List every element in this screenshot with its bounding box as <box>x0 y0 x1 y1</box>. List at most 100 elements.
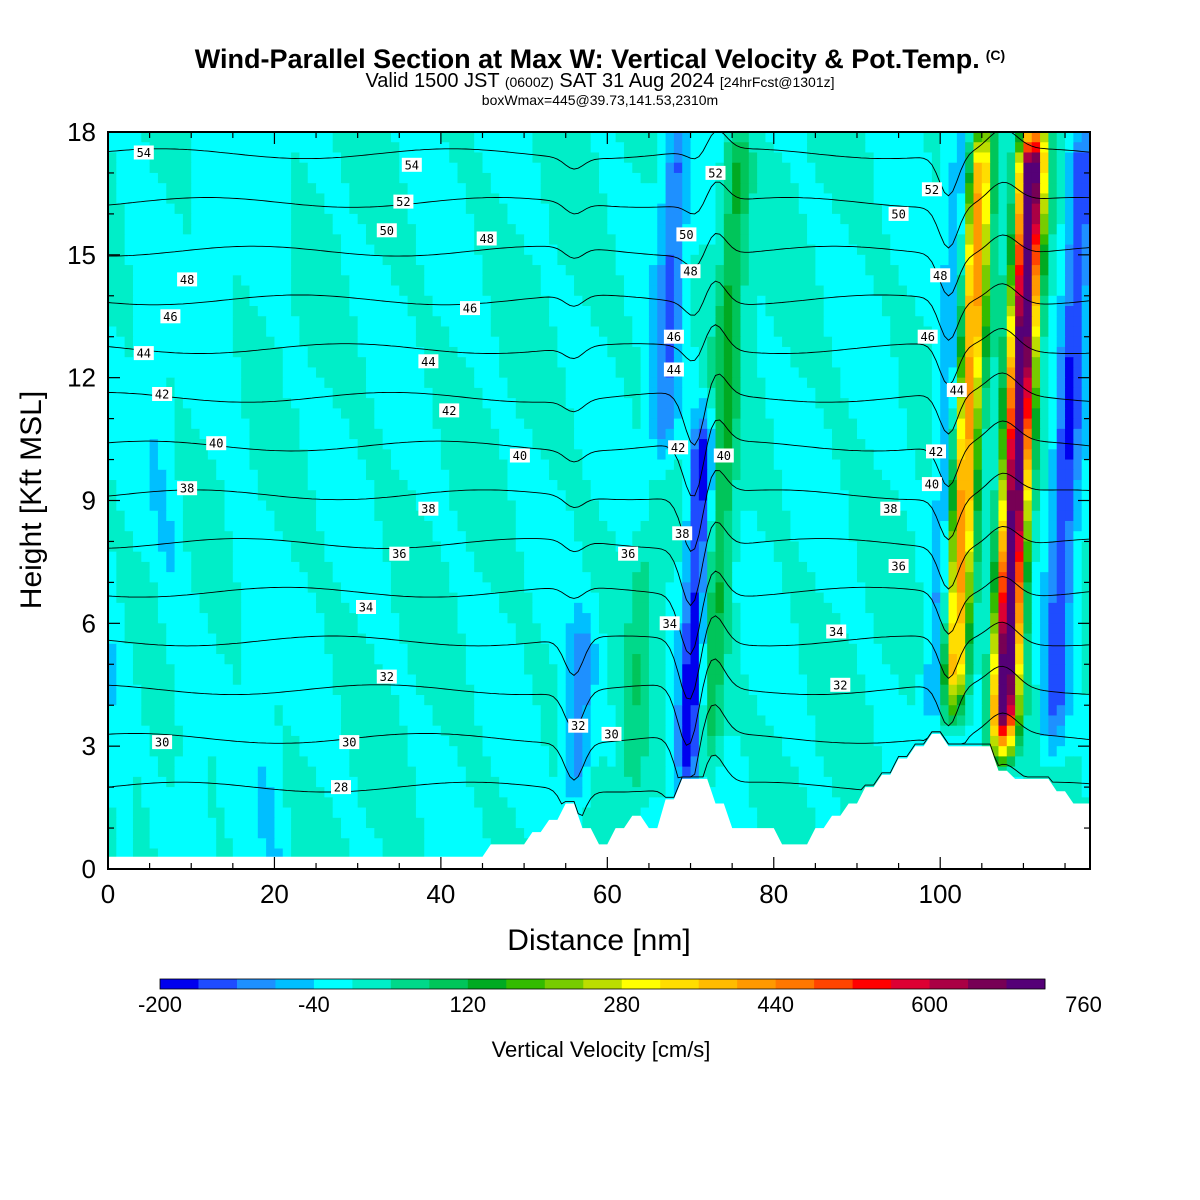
w-cell <box>232 234 242 246</box>
w-cell <box>399 408 409 420</box>
w-cell <box>940 234 950 246</box>
w-cell <box>990 346 1000 358</box>
w-cell <box>182 398 192 409</box>
w-cell <box>915 408 925 420</box>
w-cell <box>349 439 359 450</box>
w-cell <box>582 152 592 164</box>
w-cell <box>940 551 950 563</box>
w-cell <box>973 213 983 225</box>
w-cell <box>407 285 417 297</box>
w-cell <box>282 449 292 461</box>
w-cell <box>349 531 359 543</box>
w-cell <box>640 469 650 481</box>
w-cell <box>357 428 367 440</box>
w-cell <box>507 203 517 215</box>
w-cell <box>382 203 392 215</box>
w-cell <box>490 346 500 358</box>
w-cell <box>981 510 991 522</box>
w-cell <box>582 295 592 307</box>
w-cell <box>615 254 625 266</box>
w-cell <box>640 428 650 440</box>
w-cell <box>707 469 717 481</box>
w-cell <box>440 275 450 287</box>
w-cell <box>499 459 509 471</box>
w-cell <box>832 224 841 235</box>
w-cell <box>299 520 309 532</box>
w-cell <box>748 142 758 154</box>
w-cell <box>1081 285 1090 297</box>
w-cell <box>698 531 708 543</box>
w-cell <box>657 418 667 430</box>
w-cell <box>906 306 916 317</box>
w-cell <box>182 541 192 553</box>
w-cell <box>149 275 159 287</box>
w-cell <box>499 254 509 266</box>
w-cell <box>357 408 367 420</box>
w-cell <box>490 510 500 522</box>
w-cell <box>665 459 675 471</box>
w-cell <box>549 234 558 246</box>
w-cell <box>590 469 600 481</box>
w-cell <box>291 500 300 512</box>
w-cell <box>407 480 417 491</box>
w-cell <box>956 132 966 143</box>
w-cell <box>840 346 850 358</box>
w-cell <box>732 520 742 532</box>
w-cell <box>965 510 975 522</box>
w-cell <box>590 306 600 317</box>
w-cell <box>390 183 400 195</box>
w-cell <box>865 459 875 471</box>
w-cell <box>981 449 991 461</box>
w-cell <box>182 316 192 328</box>
w-cell <box>773 193 783 205</box>
w-cell <box>199 244 209 256</box>
w-cell <box>515 439 525 450</box>
w-cell <box>1081 357 1090 369</box>
w-cell <box>174 459 184 471</box>
w-cell <box>182 428 192 440</box>
w-cell <box>132 162 142 174</box>
w-cell <box>732 500 742 512</box>
w-cell <box>848 418 858 430</box>
w-cell <box>840 428 850 440</box>
w-cell <box>524 439 534 450</box>
w-cell <box>590 132 600 143</box>
w-cell <box>524 469 534 481</box>
w-cell <box>207 152 217 164</box>
w-cell <box>965 346 975 358</box>
w-cell <box>648 541 658 553</box>
w-cell <box>490 408 500 420</box>
w-cell <box>282 193 292 205</box>
w-cell <box>299 449 309 461</box>
w-cell <box>807 480 816 491</box>
w-cell <box>632 346 642 358</box>
w-cell <box>1031 203 1041 215</box>
w-cell <box>557 490 567 502</box>
w-cell <box>557 306 567 317</box>
w-cell <box>507 224 517 235</box>
w-cell <box>607 295 617 307</box>
w-cell <box>357 561 367 573</box>
w-cell <box>856 357 866 369</box>
w-cell <box>798 469 808 481</box>
w-cell <box>657 428 667 440</box>
w-cell <box>482 367 492 379</box>
w-cell <box>873 408 883 420</box>
w-cell <box>873 377 883 389</box>
w-cell <box>973 490 983 502</box>
w-cell <box>848 531 858 543</box>
w-cell <box>798 510 808 522</box>
w-cell <box>948 244 958 256</box>
w-cell <box>457 265 467 276</box>
w-cell <box>141 203 151 215</box>
w-cell <box>199 132 209 143</box>
w-cell <box>948 265 958 276</box>
w-cell <box>599 531 608 543</box>
w-cell <box>1056 183 1066 195</box>
w-cell <box>116 316 126 328</box>
w-cell <box>124 357 134 369</box>
w-cell <box>424 387 434 399</box>
w-cell <box>640 398 650 409</box>
w-cell <box>432 152 442 164</box>
w-cell <box>682 306 692 317</box>
